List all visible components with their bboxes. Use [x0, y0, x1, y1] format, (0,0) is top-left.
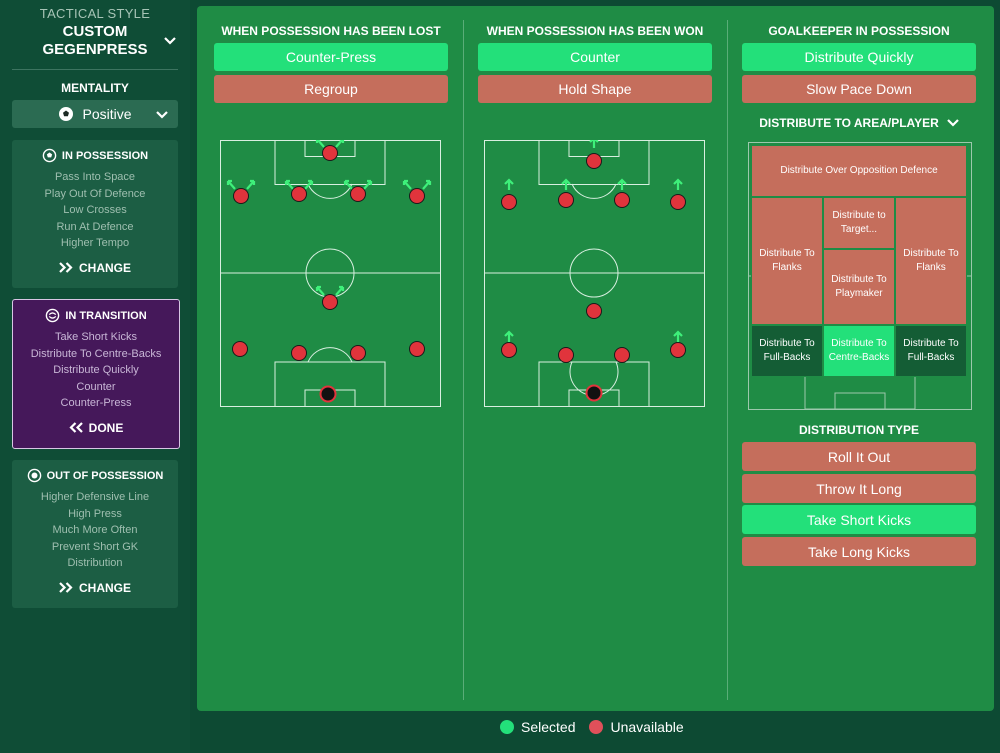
pitch-possession-won — [484, 140, 705, 407]
legend-selected: Selected — [500, 719, 575, 735]
transition-instructions-area: WHEN POSSESSION HAS BEEN LOST Counter-Pr… — [197, 6, 994, 711]
instruction-item: High Press — [68, 507, 122, 520]
distribute-over-defence-cell[interactable]: Distribute Over Opposition Defence — [751, 145, 967, 197]
out-of-possession-panel: OUT OF POSSESSION Higher Defensive Line … — [12, 460, 178, 608]
player-markers — [232, 145, 425, 403]
instruction-item: Play Out Of Defence — [44, 187, 146, 200]
instruction-item: Higher Defensive Line — [40, 491, 150, 503]
in-transition-header: IN TRANSITION — [13, 308, 179, 323]
done-button-label: DONE — [88, 420, 124, 435]
instruction-item: Much More Often — [52, 524, 138, 537]
distribute-quickly-button[interactable]: Distribute Quickly — [742, 43, 976, 71]
legend: Selected Unavailable — [500, 717, 698, 737]
forward-run-arrows — [504, 140, 683, 342]
goalkeeper-in-possession-title: GOALKEEPER IN POSSESSION — [768, 24, 950, 38]
possession-lost-title: WHEN POSSESSION HAS BEEN LOST — [221, 24, 441, 38]
transition-icon — [46, 308, 60, 323]
in-possession-panel: IN POSSESSION Pass Into Space Play Out O… — [12, 140, 178, 288]
hold-shape-button[interactable]: Hold Shape — [478, 75, 712, 103]
in-possession-title: IN POSSESSION — [61, 149, 149, 162]
legend-selected-label: Selected — [521, 719, 576, 735]
mentality-value: Positive — [82, 106, 132, 122]
in-transition-title: IN TRANSITION — [65, 309, 147, 322]
football-icon — [42, 148, 57, 163]
regroup-button[interactable]: Regroup — [214, 75, 448, 103]
instruction-item: Low Crosses — [63, 204, 127, 217]
roll-it-out-button[interactable]: Roll It Out — [742, 442, 976, 471]
distribute-playmaker-cell[interactable]: Distribute To Playmaker — [823, 249, 895, 325]
in-transition-done-button[interactable]: DONE — [13, 421, 179, 435]
double-chevron-right-icon — [59, 582, 73, 594]
in-possession-header: IN POSSESSION — [12, 148, 178, 163]
distribute-target-cell[interactable]: Distribute to Target... — [823, 197, 895, 249]
out-of-possession-change-button[interactable]: CHANGE — [12, 581, 178, 595]
instruction-item: Higher Tempo — [60, 237, 130, 250]
out-of-possession-header: OUT OF POSSESSION — [12, 468, 178, 483]
instruction-item: Distribute To Centre-Backs — [30, 347, 162, 360]
chevron-down-icon — [947, 119, 959, 127]
counter-press-button[interactable]: Counter-Press — [214, 43, 448, 71]
unavailable-dot-icon — [589, 720, 604, 734]
distribute-centre-backs-cell[interactable]: Distribute To Centre-Backs — [823, 325, 895, 377]
defence-icon — [27, 468, 41, 483]
instruction-item: Distribution — [67, 557, 123, 570]
distribute-flanks-right-cell[interactable]: Distribute To Flanks — [895, 197, 967, 325]
in-transition-panel: IN TRANSITION Take Short Kicks Distribut… — [12, 299, 180, 449]
change-button-label: CHANGE — [78, 260, 131, 275]
tactical-style-name-line2: GEGENPRESS — [42, 41, 148, 58]
mentality-label: MENTALITY — [61, 81, 129, 95]
legend-unavailable-label: Unavailable — [610, 719, 684, 735]
out-of-possession-instructions: Higher Defensive Line High Press Much Mo… — [12, 489, 178, 572]
instruction-item: Take Short Kicks — [55, 331, 137, 343]
distribute-to-area-dropdown[interactable]: DISTRIBUTE TO AREA/PLAYER — [742, 116, 976, 130]
distribute-fullbacks-right-cell[interactable]: Distribute To Full-Backs — [895, 325, 967, 377]
instruction-item: Counter — [76, 380, 116, 393]
in-possession-change-button[interactable]: CHANGE — [12, 261, 178, 275]
in-transition-instructions: Take Short Kicks Distribute To Centre-Ba… — [13, 329, 179, 412]
distribution-area-grid: Distribute Over Opposition Defence Distr… — [748, 142, 972, 410]
selected-dot-icon — [500, 720, 514, 734]
take-long-kicks-button[interactable]: Take Long Kicks — [742, 537, 976, 566]
distribution-type-title: DISTRIBUTION TYPE — [798, 423, 919, 437]
distribute-to-area-label: DISTRIBUTE TO AREA/PLAYER — [759, 116, 939, 130]
mentality-dropdown[interactable]: Positive — [12, 100, 178, 128]
legend-unavailable: Unavailable — [589, 719, 684, 735]
distribute-fullbacks-left-cell[interactable]: Distribute To Full-Backs — [751, 325, 823, 377]
instruction-item: Distribute Quickly — [53, 364, 139, 377]
column-divider — [727, 20, 728, 700]
instruction-item: Prevent Short GK — [51, 540, 139, 553]
sidebar-divider — [12, 69, 178, 70]
pressing-arrows — [226, 140, 432, 296]
slow-pace-down-button[interactable]: Slow Pace Down — [742, 75, 976, 103]
tactical-style-label: TACTICAL STYLE — [39, 6, 151, 21]
instruction-item: Counter-Press — [60, 397, 132, 410]
pitch-possession-lost — [220, 140, 441, 407]
take-short-kicks-button[interactable]: Take Short Kicks — [742, 505, 976, 534]
double-chevron-left-icon — [69, 422, 83, 434]
tactical-style-selector[interactable]: TACTICAL STYLE CUSTOM GEGENPRESS — [12, 6, 178, 59]
double-chevron-right-icon — [59, 262, 73, 274]
instruction-item: Pass Into Space — [54, 171, 136, 183]
instruction-item: Run At Defence — [56, 220, 134, 233]
player-markers — [501, 153, 686, 402]
chevron-down-icon — [156, 111, 168, 119]
change-button-label: CHANGE — [78, 580, 131, 595]
counter-button[interactable]: Counter — [478, 43, 712, 71]
throw-it-long-button[interactable]: Throw It Long — [742, 474, 976, 503]
tactical-style-name-line1: CUSTOM — [62, 23, 128, 40]
column-divider — [463, 20, 464, 700]
distribute-flanks-left-cell[interactable]: Distribute To Flanks — [751, 197, 823, 325]
possession-won-title: WHEN POSSESSION HAS BEEN WON — [486, 24, 704, 38]
in-possession-instructions: Pass Into Space Play Out Of Defence Low … — [12, 169, 178, 252]
football-icon — [59, 107, 74, 121]
tactics-sidebar: TACTICAL STYLE CUSTOM GEGENPRESS MENTALI… — [0, 0, 190, 753]
chevron-down-icon[interactable] — [164, 36, 176, 46]
out-of-possession-title: OUT OF POSSESSION — [46, 469, 164, 482]
